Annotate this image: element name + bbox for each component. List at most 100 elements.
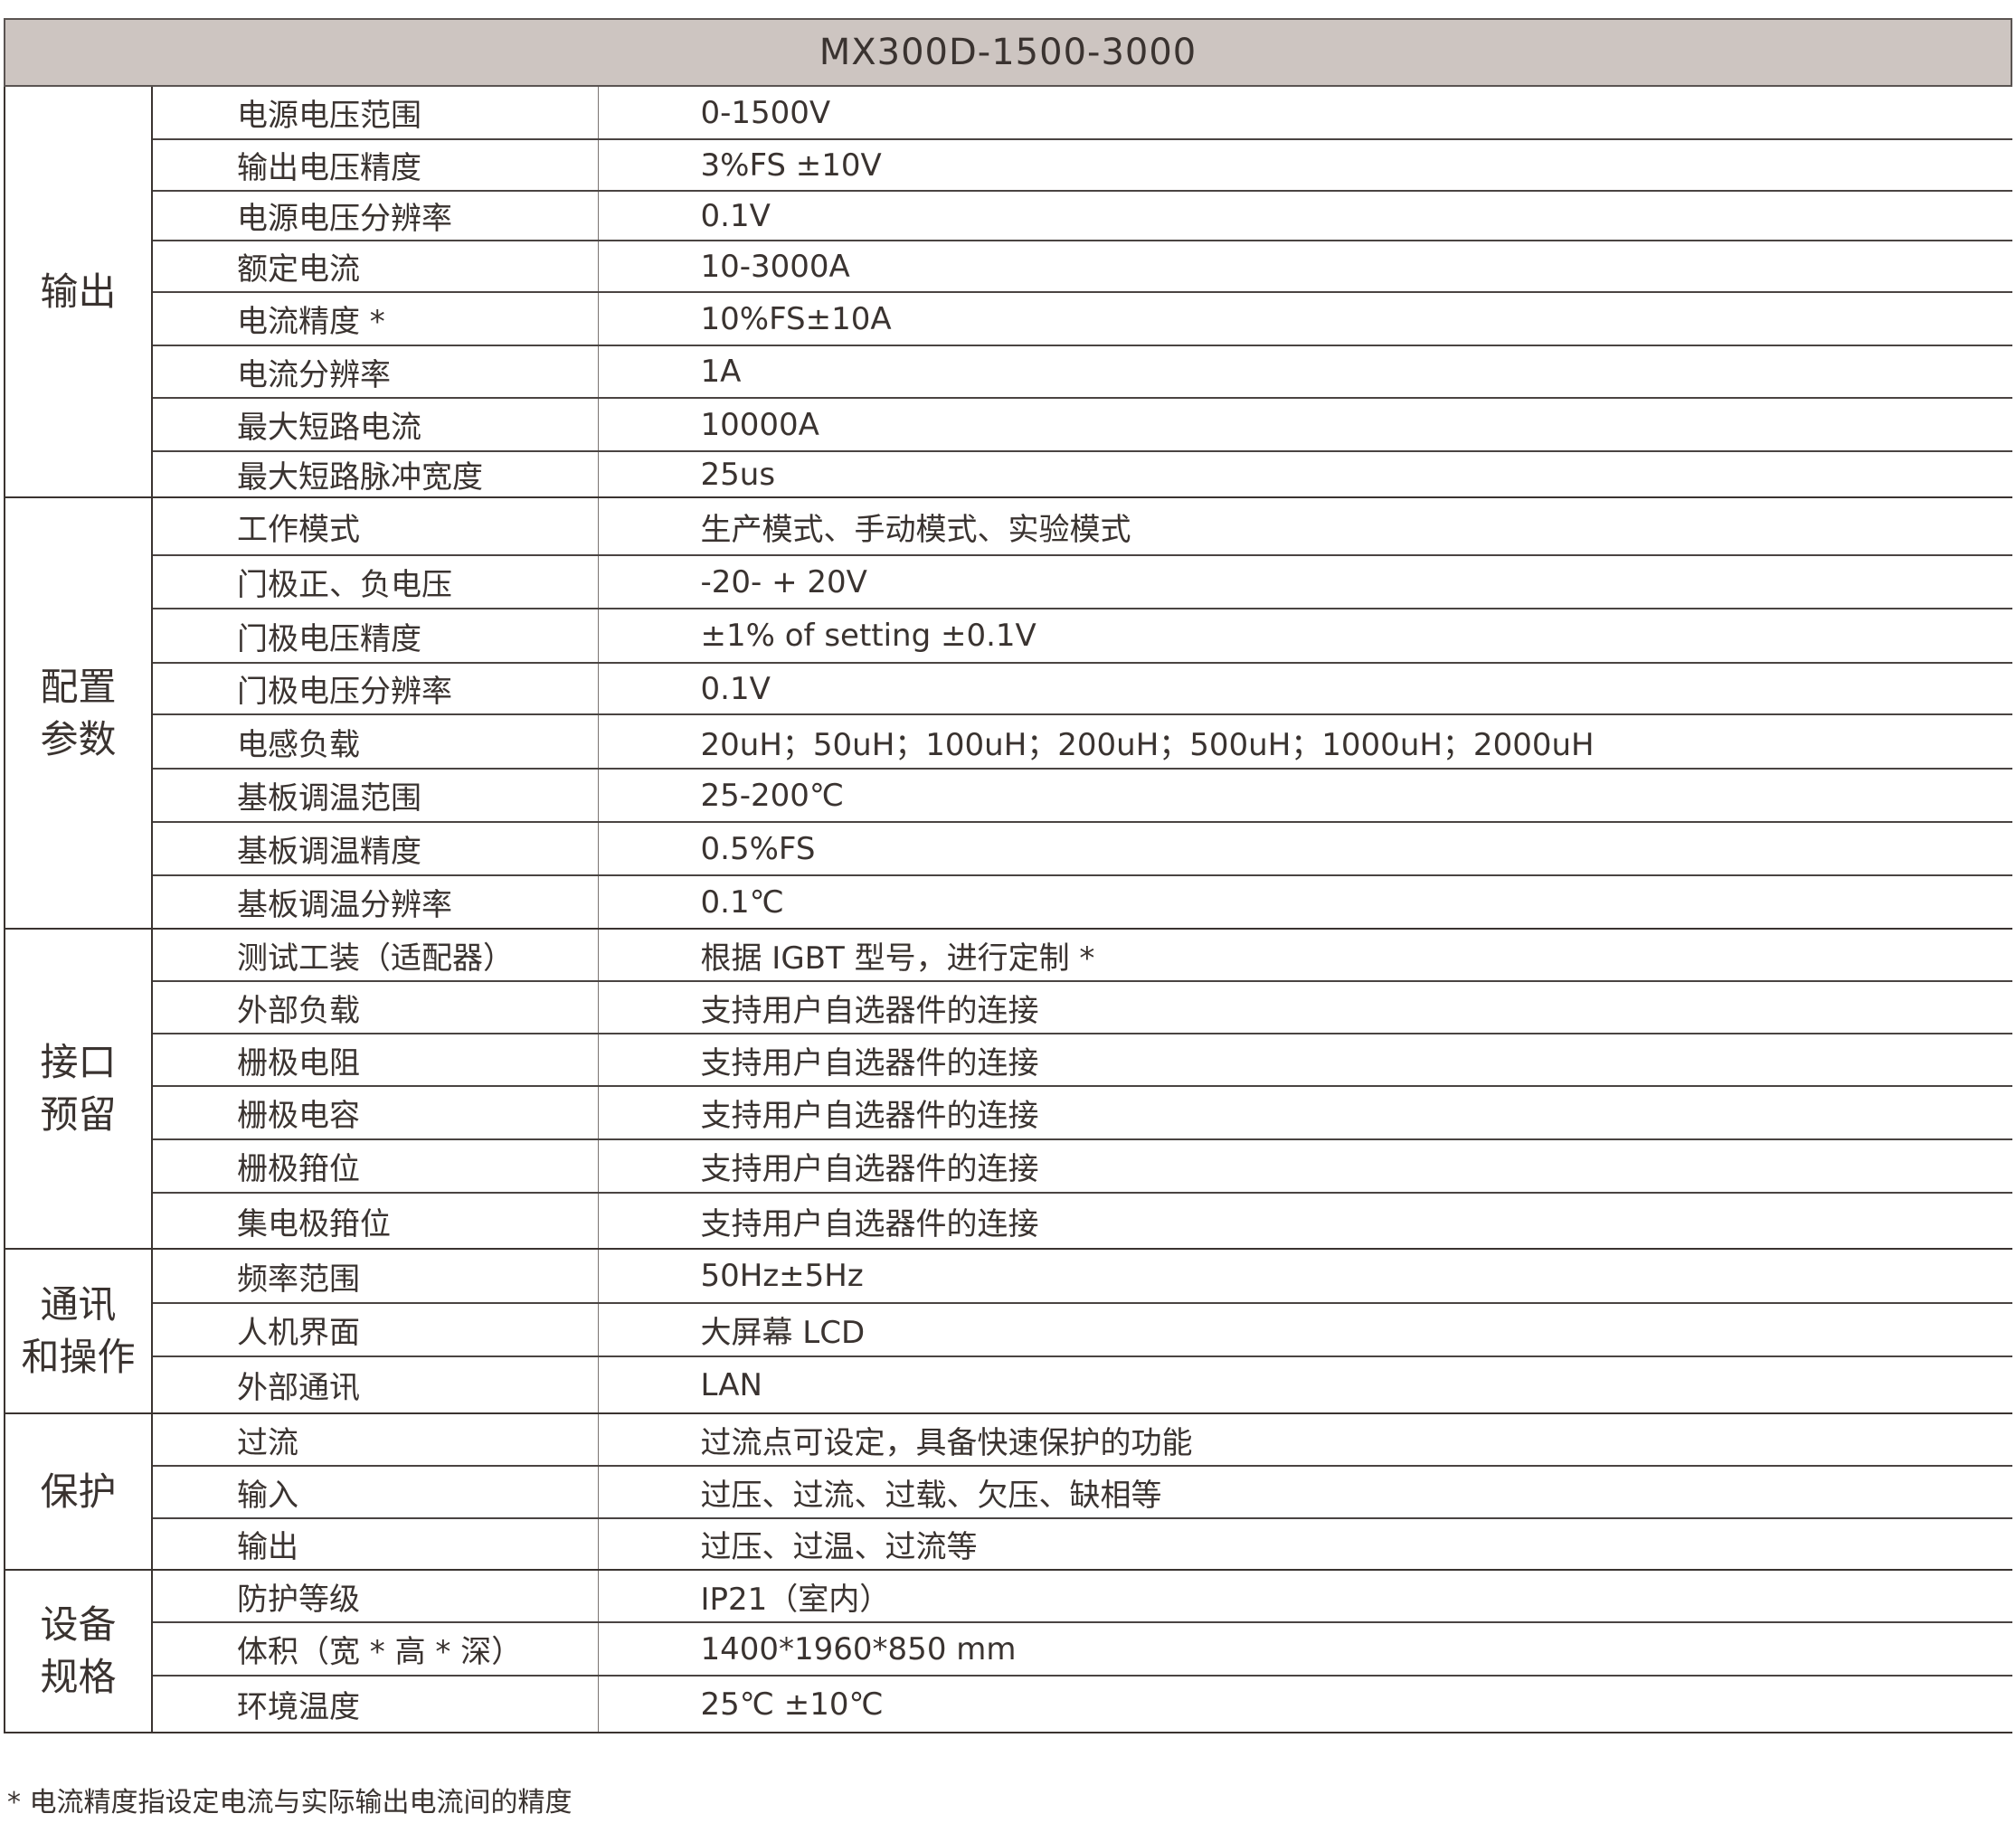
- param-label: 电源电压范围: [152, 87, 599, 140]
- param-label: 最大短路脉冲宽度: [152, 451, 599, 498]
- footnote: * 电流精度指设定电流与实际输出电流间的精度: [7, 1787, 573, 1818]
- table-row: 环境温度 25℃ ±10℃: [5, 1676, 2012, 1733]
- param-label: 门极正、负电压: [152, 555, 599, 609]
- table-row: 门极电压分辨率 0.1V: [5, 663, 2012, 715]
- table-row: 门极正、负电压 -20- + 20V: [5, 555, 2012, 609]
- table-row: 基板调温精度 0.5%FS: [5, 822, 2012, 876]
- param-value: 0.5%FS: [598, 822, 2012, 876]
- param-value: 过流点可设定，具备快速保护的功能: [598, 1413, 2012, 1467]
- param-label: 环境温度: [152, 1676, 599, 1733]
- param-value: 支持用户自选器件的连接: [598, 1193, 2012, 1250]
- param-label: 测试工装（适配器）: [152, 929, 599, 982]
- table-row: 输出 过压、过温、过流等: [5, 1518, 2012, 1571]
- group-label: 通讯 和操作: [4, 1249, 153, 1414]
- param-value: 3%FS ±10V: [598, 139, 2012, 192]
- table-row: 额定电流 10-3000A: [5, 241, 2012, 293]
- param-label: 外部负载: [152, 981, 599, 1034]
- param-label: 体积（宽 * 高 * 深）: [152, 1622, 599, 1677]
- table-row: 基板调温分辨率 0.1℃: [5, 875, 2012, 930]
- group-label: 接口 预留: [4, 929, 153, 1250]
- table-row: 配置 参数 工作模式 生产模式、手动模式、实验模式: [4, 497, 2012, 930]
- param-value: 根据 IGBT 型号，进行定制 *: [598, 929, 2012, 982]
- table-row: 电流精度 * 10%FS±10A: [5, 292, 2012, 346]
- param-label: 栅极电阻: [152, 1034, 599, 1087]
- param-label: 防护等级: [152, 1570, 599, 1623]
- param-value: 0.1V: [598, 191, 2012, 241]
- table-row: 保护 过流 过流点可设定，具备快速保护的功能: [4, 1413, 2012, 1571]
- group-label: 输出: [4, 87, 153, 498]
- table-row: 输出 电源电压范围 0-1500V: [4, 87, 2012, 498]
- table-row: 体积（宽 * 高 * 深） 1400*1960*850 mm: [5, 1622, 2012, 1677]
- table-row: 集电极箝位 支持用户自选器件的连接: [5, 1193, 2012, 1250]
- table-row: 最大短路电流 10000A: [5, 398, 2012, 452]
- param-value: 过压、过温、过流等: [598, 1518, 2012, 1571]
- param-label: 电流精度 *: [152, 292, 599, 346]
- table-row: 外部负载 支持用户自选器件的连接: [5, 981, 2012, 1034]
- param-value: 生产模式、手动模式、实验模式: [598, 497, 2012, 556]
- param-value: 10-3000A: [598, 241, 2012, 293]
- table-row: 输入 过压、过流、过载、欠压、缺相等: [5, 1466, 2012, 1519]
- param-value: 0-1500V: [598, 87, 2012, 140]
- param-value: 10000A: [598, 398, 2012, 452]
- param-label: 输出电压精度: [152, 139, 599, 192]
- table-row: 输出电压精度 3%FS ±10V: [5, 139, 2012, 192]
- param-label: 输入: [152, 1466, 599, 1519]
- param-value: 1400*1960*850 mm: [598, 1622, 2012, 1677]
- param-value: 过压、过流、过载、欠压、缺相等: [598, 1466, 2012, 1519]
- param-value: LAN: [598, 1356, 2012, 1414]
- param-label: 外部通讯: [152, 1356, 599, 1414]
- param-label: 电感负载: [152, 714, 599, 770]
- param-value: -20- + 20V: [598, 555, 2012, 609]
- table-row: 电流分辨率 1A: [5, 345, 2012, 399]
- param-value: 25℃ ±10℃: [598, 1676, 2012, 1733]
- spec-table: MX300D-1500-3000 输出 电源电压范围 0-1500V 输出电压精度 3%…: [4, 18, 2012, 1733]
- table-row: 栅极电阻 支持用户自选器件的连接: [5, 1034, 2012, 1087]
- param-value: ±1% of setting ±0.1V: [598, 609, 2012, 664]
- param-label: 基板调温范围: [152, 769, 599, 823]
- param-label: 额定电流: [152, 241, 599, 293]
- table-row: 电源电压分辨率 0.1V: [5, 191, 2012, 241]
- param-label: 频率范围: [152, 1249, 599, 1304]
- param-label: 门极电压精度: [152, 609, 599, 664]
- param-label: 栅极箝位: [152, 1139, 599, 1194]
- param-label: 工作模式: [152, 497, 599, 556]
- table-row: 门极电压精度 ±1% of setting ±0.1V: [5, 609, 2012, 664]
- table-row: 外部通讯 LAN: [5, 1356, 2012, 1414]
- param-value: 50Hz±5Hz: [598, 1249, 2012, 1304]
- param-value: 20uH；50uH；100uH；200uH；500uH；1000uH；2000u…: [598, 714, 2012, 770]
- param-value: 25-200℃: [598, 769, 2012, 823]
- param-label: 电流分辨率: [152, 345, 599, 399]
- param-value: IP21（室内）: [598, 1570, 2012, 1623]
- table-row: 电感负载 20uH；50uH；100uH；200uH；500uH；1000uH；2…: [5, 714, 2012, 770]
- table-row: 基板调温范围 25-200℃: [5, 769, 2012, 823]
- param-label: 人机界面: [152, 1303, 599, 1357]
- param-value: 1A: [598, 345, 2012, 399]
- table-row: 通讯 和操作 频率范围 50Hz±5Hz: [4, 1249, 2012, 1414]
- table-row: 栅极电容 支持用户自选器件的连接: [5, 1086, 2012, 1140]
- table-row: 设备 规格 防护等级 IP21（室内）: [4, 1570, 2012, 1733]
- param-value: 支持用户自选器件的连接: [598, 1034, 2012, 1087]
- param-label: 电源电压分辨率: [152, 191, 599, 241]
- spec-body: 输出 电源电压范围 0-1500V 输出电压精度 3%FS ±10V 电源电压分辨率 0.1…: [4, 87, 2012, 1733]
- param-value: 10%FS±10A: [598, 292, 2012, 346]
- group-label: 设备 规格: [4, 1570, 153, 1733]
- param-label: 过流: [152, 1413, 599, 1467]
- param-label: 基板调温分辨率: [152, 875, 599, 930]
- table-title: MX300D-1500-3000: [4, 18, 2012, 87]
- table-row: 接口 预留 测试工装（适配器） 根据 IGBT 型号，进行定制 *: [4, 929, 2012, 1250]
- param-label: 集电极箝位: [152, 1193, 599, 1250]
- param-value: 支持用户自选器件的连接: [598, 1139, 2012, 1194]
- param-value: 支持用户自选器件的连接: [598, 981, 2012, 1034]
- param-value: 0.1℃: [598, 875, 2012, 930]
- param-label: 最大短路电流: [152, 398, 599, 452]
- param-value: 大屏幕 LCD: [598, 1303, 2012, 1357]
- table-row: 栅极箝位 支持用户自选器件的连接: [5, 1139, 2012, 1194]
- param-value: 25us: [598, 451, 2012, 498]
- table-row: 最大短路脉冲宽度 25us: [5, 451, 2012, 498]
- param-label: 基板调温精度: [152, 822, 599, 876]
- table-row: 人机界面 大屏幕 LCD: [5, 1303, 2012, 1357]
- group-label: 保护: [4, 1413, 153, 1571]
- group-label: 配置 参数: [4, 497, 153, 930]
- param-value: 0.1V: [598, 663, 2012, 715]
- param-label: 输出: [152, 1518, 599, 1571]
